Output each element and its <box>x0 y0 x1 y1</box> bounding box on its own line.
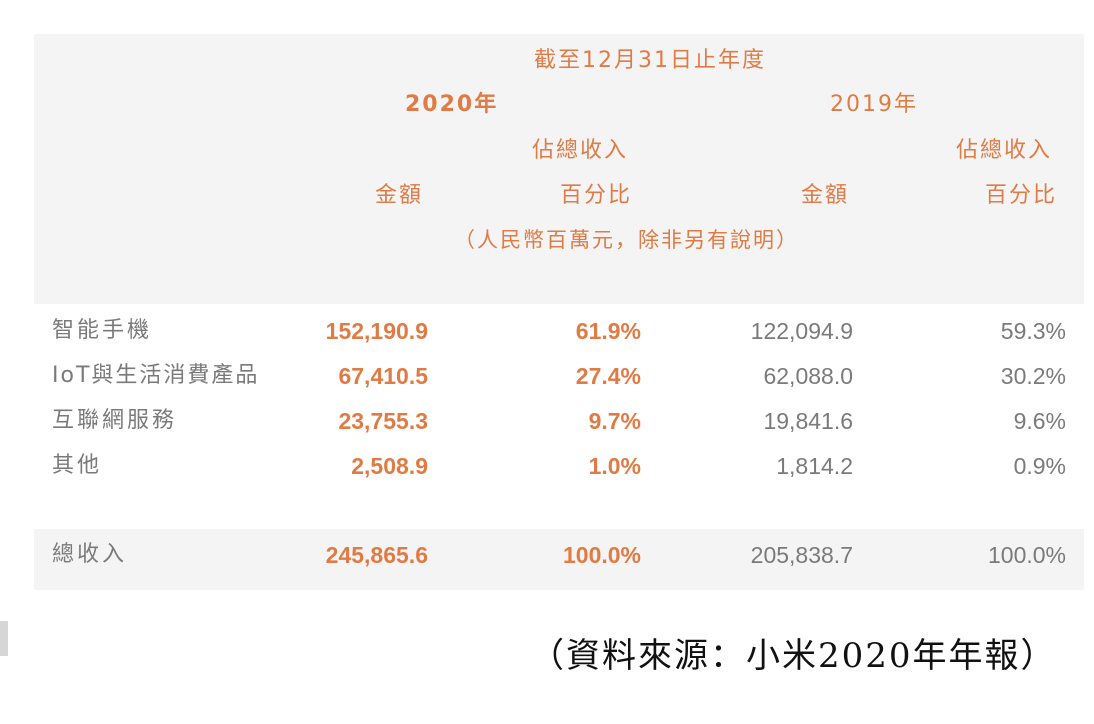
row-amt-2019: 19,841.6 <box>763 408 853 434</box>
row-amt-2020: 152,190.9 <box>325 318 428 344</box>
row-amt-2020: 23,755.3 <box>338 408 428 434</box>
row-label-internet-services: 互聯網服務 <box>52 408 178 433</box>
row-pct-2019: 0.9% <box>1013 453 1066 479</box>
total-pct-2020: 100.0% <box>562 542 641 568</box>
row-label-iot: IoT與生活消費產品 <box>52 363 260 388</box>
table-header-panel <box>34 34 1084 304</box>
amount-heading-current: 金額 <box>375 183 424 208</box>
row-label-smartphones: 智能手機 <box>52 318 153 343</box>
year-current-heading: 2020年 <box>405 92 499 117</box>
total-amt-2019: 205,838.7 <box>750 542 853 568</box>
pct-heading-prior-line2: 百分比 <box>985 183 1058 208</box>
amount-heading-prior: 金額 <box>801 183 850 208</box>
total-row-panel <box>34 529 1084 590</box>
row-pct-2020: 27.4% <box>575 363 641 389</box>
row-pct-2020: 61.9% <box>575 318 641 344</box>
row-label-others: 其他 <box>52 453 103 478</box>
row-pct-2019: 59.3% <box>1000 318 1066 344</box>
unit-note: （人民幣百萬元，除非另有說明） <box>454 228 799 252</box>
period-heading: 截至12月31日止年度 <box>534 48 766 73</box>
row-pct-2019: 30.2% <box>1000 363 1066 389</box>
pct-heading-current-line2: 百分比 <box>560 183 633 208</box>
source-caption: （資料來源：小米2020年年報） <box>530 636 1057 676</box>
row-amt-2019: 122,094.9 <box>750 318 853 344</box>
total-amt-2020: 245,865.6 <box>325 542 428 568</box>
row-pct-2020: 9.7% <box>588 408 641 434</box>
scroll-edge-mark <box>0 621 8 656</box>
total-label: 總收入 <box>52 542 128 567</box>
pct-heading-prior-line1: 佔總收入 <box>956 138 1053 163</box>
row-pct-2019: 9.6% <box>1013 408 1066 434</box>
row-amt-2019: 1,814.2 <box>776 453 853 479</box>
row-amt-2020: 2,508.9 <box>351 453 428 479</box>
pct-heading-current-line1: 佔總收入 <box>532 138 629 163</box>
total-pct-2019: 100.0% <box>987 542 1066 568</box>
row-amt-2020: 67,410.5 <box>338 363 428 389</box>
row-amt-2019: 62,088.0 <box>763 363 853 389</box>
row-pct-2020: 1.0% <box>588 453 641 479</box>
year-prior-heading: 2019年 <box>830 92 918 117</box>
